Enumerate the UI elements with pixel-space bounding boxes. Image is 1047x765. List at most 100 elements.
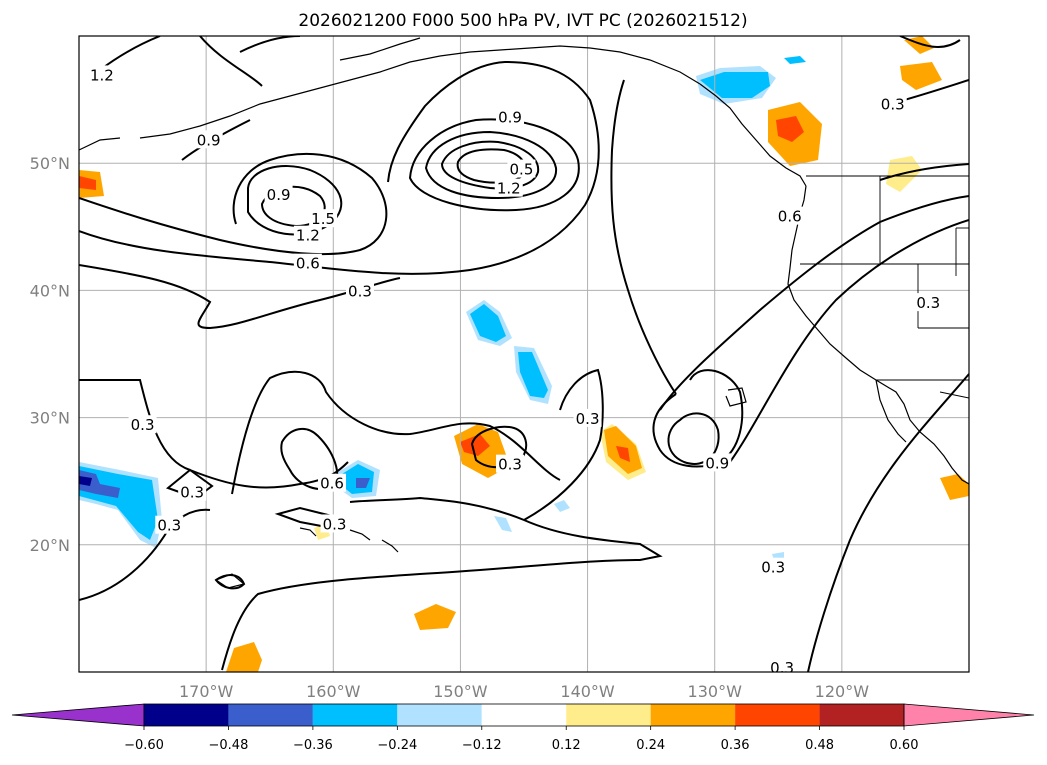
latitude-ticks: 20°N 30°N 40°N 50°N (30, 154, 70, 555)
colorbar-segment (144, 704, 229, 726)
pv-contour-line (610, 79, 677, 395)
lon-tick-label: 150°W (433, 682, 488, 701)
colorbar-tick-label: −0.60 (124, 738, 164, 753)
contour-label: 0.9 (705, 454, 729, 472)
coastlines-layer (79, 37, 969, 589)
contour-label-bg (264, 185, 293, 203)
lon-tick-label: 120°W (815, 682, 870, 701)
ivt-anomaly-region (226, 642, 262, 672)
contour-label: 1.5 (311, 210, 335, 228)
coastline (139, 45, 701, 139)
contour-label: 0.3 (881, 96, 905, 114)
contour-label-bg (759, 557, 788, 576)
pv-contour-line (440, 140, 540, 190)
contour-label: 0.3 (498, 456, 522, 474)
contour-label-bg (914, 293, 943, 312)
ivt-anomaly-region (460, 434, 490, 456)
pv-contour-line (214, 574, 246, 590)
contour-label: 0.3 (157, 517, 181, 535)
pv-contour-line (247, 165, 343, 236)
contour-label: 0.9 (498, 108, 522, 126)
contour-label-bg (309, 209, 338, 228)
colorbar-segment (312, 704, 398, 726)
contour-label: 0.6 (320, 475, 344, 493)
pv-contour-line (899, 36, 961, 48)
pv-contour-line (79, 508, 211, 601)
ivt-anomaly-region (79, 176, 96, 190)
contour-label: 0.3 (770, 659, 794, 677)
lat-tick-label: 50°N (30, 154, 70, 173)
lon-tick-label: 160°W (306, 682, 361, 701)
pv-contour-line (652, 393, 721, 468)
colorbar-segment (566, 704, 651, 726)
ivt-shading-layer (79, 36, 969, 672)
lon-tick-label: 130°W (688, 682, 743, 701)
contour-label-bg (87, 65, 116, 84)
political-border (939, 391, 969, 399)
ivt-anomaly-region (518, 352, 548, 398)
contour-label: 0.3 (323, 515, 347, 533)
pv-contour-line (221, 496, 663, 671)
coastline (381, 539, 399, 553)
longitude-ticks: 170°W 160°W 150°W 140°W 130°W 120°W (179, 682, 869, 701)
colorbar-tick-label: 0.12 (552, 738, 581, 753)
contour-label-bg (768, 658, 797, 672)
ivt-anomaly-region (79, 470, 120, 498)
lat-tick-label: 30°N (30, 409, 70, 428)
pv-contour-line (79, 60, 600, 275)
contour-label-bg (318, 473, 347, 492)
contour-label: 0.3 (348, 283, 372, 301)
contour-label: 0.6 (296, 255, 320, 273)
ivt-anomaly-region (494, 516, 512, 532)
contour-label: 0.9 (267, 186, 291, 204)
pv-contour-line (729, 219, 969, 463)
contour-label-bg (878, 94, 907, 113)
contour-label: 0.3 (131, 416, 155, 434)
colorbar-tick-label: 0.60 (890, 738, 919, 753)
ivt-anomaly-region (784, 56, 806, 64)
contour-label: 1.2 (497, 180, 521, 198)
colorbar-segment (397, 704, 482, 726)
colorbar-tick-label: 0.36 (721, 738, 750, 753)
colorbar-outline (143, 703, 905, 727)
colorbar-extend-min (11, 703, 145, 727)
contour-label-bg (194, 130, 223, 149)
contour-label: 1.2 (90, 66, 114, 84)
pv-contour-line (424, 130, 558, 200)
pv-contour-line (879, 163, 969, 181)
colorbar-tick-label: 0.24 (636, 738, 665, 753)
pv-contour-line (99, 36, 161, 71)
contour-label-bg (320, 514, 349, 533)
pv-contour-line (231, 370, 561, 495)
lon-tick-label: 140°W (560, 682, 615, 701)
chart-title: 2026021200 F000 500 hPa PV, IVT PC (2026… (298, 11, 747, 31)
pv-contour-line (523, 368, 604, 521)
coastline (699, 83, 807, 187)
coastline (787, 185, 969, 485)
colorbar-segment (228, 704, 313, 726)
lat-tick-label: 40°N (30, 281, 70, 300)
contour-label-bg (496, 107, 525, 126)
ivt-anomaly-region (356, 478, 370, 488)
ivt-anomaly-region (616, 446, 630, 462)
contour-label: 0.3 (180, 484, 204, 502)
ivt-anomaly-region (554, 500, 570, 512)
contour-label: 0.3 (576, 410, 600, 428)
ivt-anomaly-region (700, 72, 770, 98)
contour-label-bg (345, 281, 374, 300)
colorbar-segment (735, 704, 820, 726)
ivt-anomaly-region (414, 604, 456, 630)
contour-label: 0.3 (761, 559, 785, 577)
pv-contour-line (470, 425, 528, 469)
pv-contour-line (79, 152, 388, 256)
contour-label-bg (494, 178, 523, 197)
colorbar-extend-max (903, 703, 1035, 727)
map-plot-area: 1.20.90.91.51.20.60.30.90.51.20.60.30.30… (79, 36, 969, 677)
contour-label-bg (178, 482, 207, 501)
contour-label: 0.3 (916, 294, 940, 312)
ivt-anomaly-region (940, 474, 969, 500)
lat-tick-label: 20°N (30, 536, 70, 555)
coastline (349, 529, 371, 541)
coastline (725, 387, 747, 407)
contour-label: 0.6 (778, 208, 802, 226)
